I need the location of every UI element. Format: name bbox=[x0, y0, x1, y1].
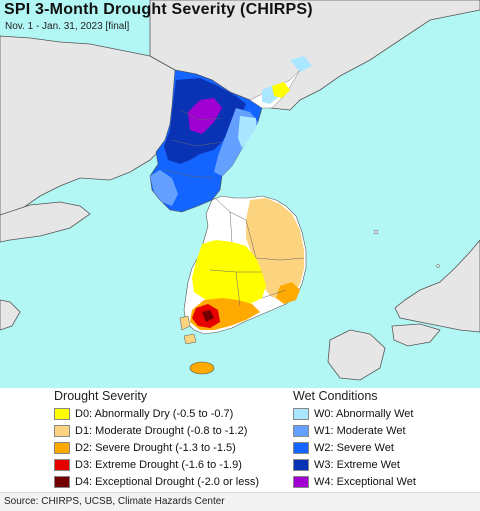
source-credit: Source: CHIRPS, UCSB, Climate Hazards Ce… bbox=[4, 496, 225, 507]
legend-label-d1: D1: Moderate Drought (-0.8 to -1.2) bbox=[75, 425, 248, 437]
legend-item-w1: W1: Moderate Wet bbox=[293, 423, 406, 439]
dokdo-islet bbox=[436, 264, 440, 268]
swatch-d1 bbox=[54, 425, 70, 437]
north-korea-w1-west bbox=[150, 170, 178, 206]
legend-item-d0: D0: Abnormally Dry (-0.5 to -0.7) bbox=[54, 406, 233, 422]
legend-label-d0: D0: Abnormally Dry (-0.5 to -0.7) bbox=[75, 408, 234, 420]
legend-label-d3: D3: Extreme Drought (-1.6 to -1.9) bbox=[75, 459, 242, 471]
japan-kyushu bbox=[327, 329, 386, 381]
legend-label-w2: W2: Severe Wet bbox=[314, 442, 394, 454]
wet-legend-heading: Wet Conditions bbox=[293, 389, 378, 403]
swatch-d4 bbox=[54, 476, 70, 488]
legend-item-w4: W4: Exceptional Wet bbox=[293, 474, 416, 490]
legend-item-d1: D1: Moderate Drought (-0.8 to -1.2) bbox=[54, 423, 247, 439]
northeast-patch-w0 bbox=[290, 56, 312, 72]
ulleung-island bbox=[373, 229, 379, 235]
northeast-patch-d0 bbox=[272, 82, 290, 98]
province-borders bbox=[163, 109, 305, 307]
legend: Drought Severity Wet Conditions D0: Abno… bbox=[0, 388, 480, 492]
swatch-d0 bbox=[54, 408, 70, 420]
legend-label-w1: W1: Moderate Wet bbox=[314, 425, 406, 437]
legend-label-d4: D4: Exceptional Drought (-2.0 or less) bbox=[75, 476, 260, 488]
legend-item-d4: D4: Exceptional Drought (-2.0 or less) bbox=[54, 474, 259, 490]
south-korea-d0 bbox=[192, 240, 266, 306]
legend-label-d2: D2: Severe Drought (-1.3 to -1.5) bbox=[75, 442, 236, 454]
legend-label-w0: W0: Abnormally Wet bbox=[314, 408, 414, 420]
legend-item-d3: D3: Extreme Drought (-1.6 to -1.9) bbox=[54, 457, 242, 473]
map-subtitle: Nov. 1 - Jan. 31, 2023 [final] bbox=[5, 21, 130, 32]
swatch-w2 bbox=[293, 442, 309, 454]
drought-map: SPI 3-Month Drought Severity (CHIRPS) No… bbox=[0, 0, 480, 388]
north-korea-w4 bbox=[188, 98, 222, 134]
south-korea-d4 bbox=[202, 310, 214, 322]
swatch-w0 bbox=[293, 408, 309, 420]
footer: Source: CHIRPS, UCSB, Climate Hazards Ce… bbox=[0, 492, 480, 511]
swatch-w4 bbox=[293, 476, 309, 488]
swatch-d2 bbox=[54, 442, 70, 454]
japan-honshu bbox=[394, 239, 480, 333]
japan-shikoku bbox=[391, 323, 441, 347]
swatch-d3 bbox=[54, 459, 70, 471]
south-islands bbox=[179, 315, 197, 345]
jeju-island bbox=[189, 361, 215, 375]
china-south-coast bbox=[0, 299, 21, 331]
north-korea-w0 bbox=[238, 116, 256, 148]
map-title: SPI 3-Month Drought Severity (CHIRPS) bbox=[4, 1, 313, 18]
swatch-w1 bbox=[293, 425, 309, 437]
legend-item-w3: W3: Extreme Wet bbox=[293, 457, 400, 473]
legend-label-w3: W3: Extreme Wet bbox=[314, 459, 400, 471]
south-korea-d2-east bbox=[276, 282, 300, 304]
map-graphic bbox=[0, 0, 480, 381]
swatch-w3 bbox=[293, 459, 309, 471]
legend-item-w2: W2: Severe Wet bbox=[293, 440, 394, 456]
shandong-peninsula bbox=[0, 201, 91, 243]
legend-item-w0: W0: Abnormally Wet bbox=[293, 406, 413, 422]
legend-label-w4: W4: Exceptional Wet bbox=[314, 476, 416, 488]
drought-legend-heading: Drought Severity bbox=[54, 389, 148, 403]
legend-item-d2: D2: Severe Drought (-1.3 to -1.5) bbox=[54, 440, 236, 456]
